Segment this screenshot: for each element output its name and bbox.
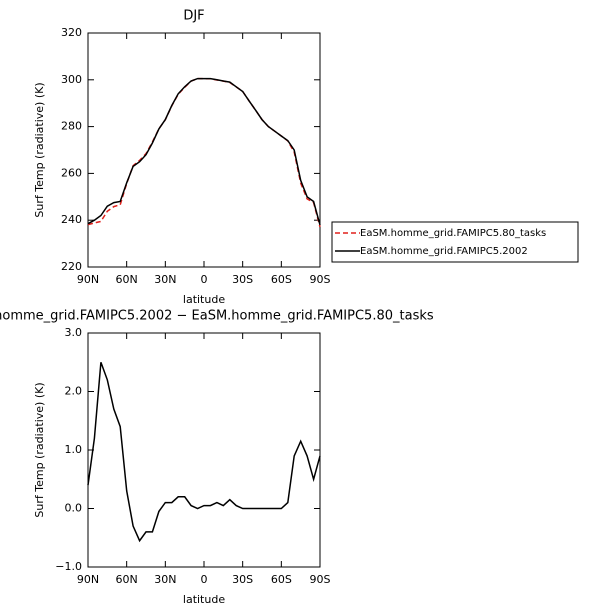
y-tick-label: 220	[61, 260, 82, 273]
x-tick-label: 30N	[154, 573, 176, 586]
plot-frame	[87, 32, 321, 268]
y-axis-label: Surf Temp (radiative) (K)	[33, 82, 46, 217]
x-tick-label: 0	[201, 273, 208, 286]
x-tick-label: 60S	[271, 573, 292, 586]
data-line	[87, 77, 321, 226]
y-tick-label: 0.0	[65, 502, 83, 515]
y-tick-label: 240	[61, 213, 82, 226]
y-tick-label: 2.0	[65, 385, 83, 398]
x-axis-label: latitude	[183, 293, 225, 306]
y-tick-label: 280	[61, 120, 82, 133]
chart-title: EaSM.homme_grid.FAMIPC5.2002 − EaSM.homm…	[0, 309, 434, 324]
data-line	[87, 362, 321, 543]
y-tick-label: −1.0	[55, 560, 82, 573]
y-tick-label: 3.0	[65, 326, 83, 339]
x-tick-label: 0	[201, 573, 208, 586]
data-line	[87, 77, 321, 228]
x-tick-label: 90S	[310, 273, 331, 286]
y-tick-label: 1.0	[65, 443, 83, 456]
x-axis-label: latitude	[183, 593, 225, 606]
x-tick-label: 30S	[232, 273, 253, 286]
legend-label: EaSM.homme_grid.FAMIPC5.80_tasks	[360, 228, 546, 239]
legend-label: EaSM.homme_grid.FAMIPC5.2002	[360, 246, 528, 257]
legend-box	[331, 221, 579, 263]
x-tick-label: 90N	[77, 573, 99, 586]
x-tick-label: 30S	[232, 573, 253, 586]
x-tick-label: 60S	[271, 273, 292, 286]
x-tick-label: 90N	[77, 273, 99, 286]
x-tick-label: 60N	[116, 573, 138, 586]
y-axis-label: Surf Temp (radiative) (K)	[33, 382, 46, 517]
x-tick-label: 90S	[310, 573, 331, 586]
y-tick-label: 300	[61, 73, 82, 86]
chart-title: DJF	[183, 9, 204, 24]
x-tick-label: 60N	[116, 273, 138, 286]
x-tick-label: 30N	[154, 273, 176, 286]
y-tick-label: 320	[61, 26, 82, 39]
y-tick-label: 260	[61, 166, 82, 179]
